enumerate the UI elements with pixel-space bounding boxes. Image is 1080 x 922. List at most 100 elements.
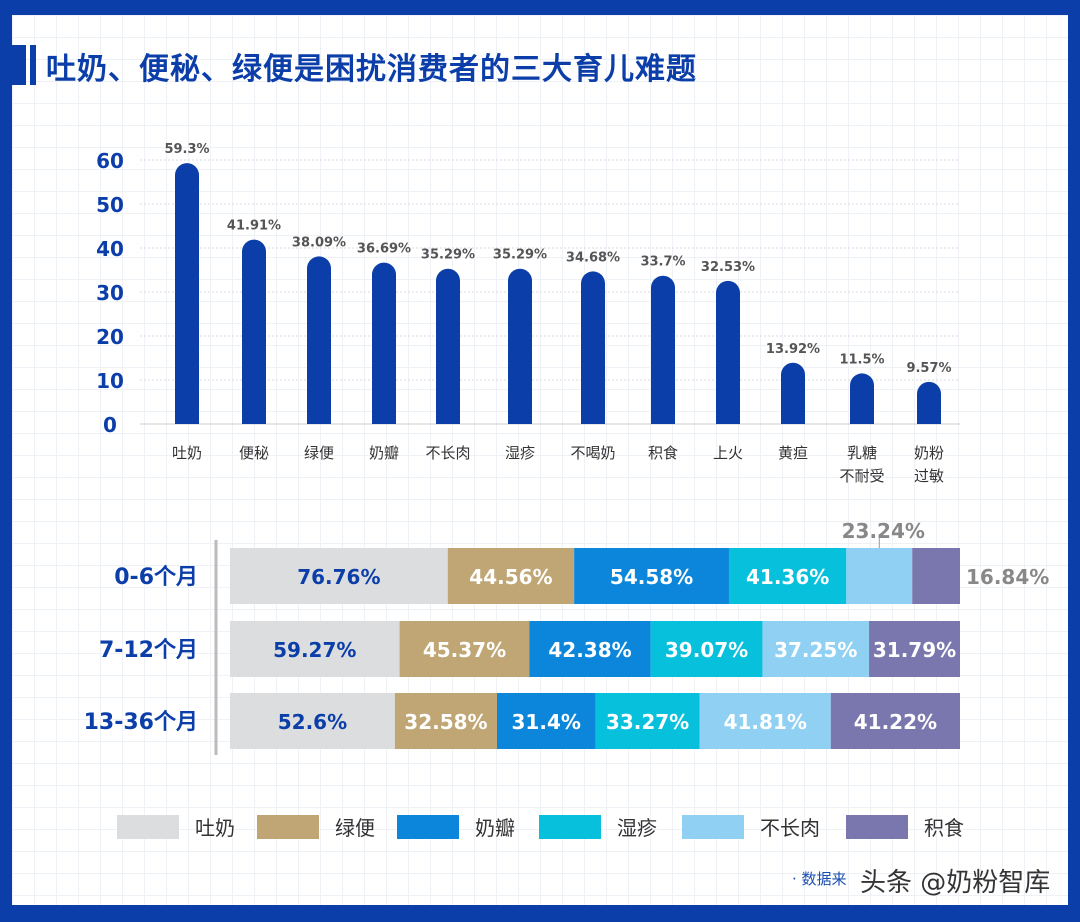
data-label: 37.25% [774, 638, 857, 662]
y-tick-label: 10 [96, 369, 124, 393]
x-tick-label: 绿便 [304, 444, 334, 462]
bar-segment [846, 548, 913, 604]
bar [917, 381, 941, 424]
data-label: 35.29% [421, 248, 475, 263]
x-tick-label: 奶粉 [914, 444, 944, 462]
bar [508, 268, 532, 424]
legend-item: 湿疹 [539, 812, 657, 841]
data-label: 35.29% [493, 248, 547, 263]
data-label: 32.58% [404, 710, 487, 734]
bar-segment [399, 621, 530, 677]
y-tick-label: 50 [96, 193, 124, 217]
bar [850, 373, 874, 424]
y-tick-label: 0 [103, 413, 117, 437]
data-label: 34.68% [566, 250, 620, 265]
data-label: 41.91% [227, 219, 281, 234]
data-label: 31.4% [512, 710, 581, 734]
data-label: 44.56% [469, 565, 552, 589]
bar-segment [394, 693, 498, 749]
data-label: 41.81% [724, 710, 807, 734]
legend-swatch [539, 814, 601, 839]
bar-segment [447, 548, 575, 604]
x-tick-label: 不耐受 [839, 467, 884, 485]
legend-item: 积食 [846, 812, 964, 841]
data-label: 59.27% [273, 638, 356, 662]
x-tick-label: 奶瓣 [369, 444, 399, 462]
page-title: 吐奶、便秘、绿便是困扰消费者的三大育儿难题 [46, 52, 697, 87]
bar-segment [728, 548, 847, 604]
bar-segment [699, 693, 831, 749]
y-tick-label: 20 [96, 325, 124, 349]
x-tick-label: 黄疸 [778, 444, 808, 462]
bar-segment [574, 548, 729, 604]
bar-segment [230, 693, 395, 749]
x-tick-label: 湿疹 [505, 444, 535, 462]
bar [716, 280, 740, 424]
bar [372, 262, 396, 424]
data-label: 45.37% [423, 638, 506, 662]
data-label: 41.36% [746, 565, 829, 589]
x-tick-label: 吐奶 [172, 444, 202, 462]
data-label: 76.76% [297, 565, 380, 589]
bar-segment [762, 621, 870, 677]
legend-item: 吐奶 [117, 812, 235, 841]
bar [651, 275, 675, 424]
y-tick-label: 60 [96, 149, 124, 173]
legend-label: 不长肉 [760, 816, 820, 840]
x-tick-label: 乳糖 [847, 444, 877, 462]
legend-label: 湿疹 [617, 816, 657, 840]
data-label: 13.92% [766, 342, 820, 357]
bar-segment [230, 548, 448, 604]
row-label: 0-6个月 [114, 565, 198, 590]
data-label: 54.58% [610, 565, 693, 589]
data-label: 32.53% [701, 260, 755, 275]
legend-swatch [682, 814, 744, 839]
x-tick-label: 上火 [713, 444, 743, 462]
data-label: 33.7% [640, 255, 685, 270]
watermark: 头条 @奶粉智库 [860, 868, 1051, 898]
x-tick-label: 积食 [648, 444, 678, 462]
source-note: · 数据来 [792, 870, 847, 888]
bar [242, 239, 266, 424]
row-label: 13-36个月 [84, 710, 198, 735]
data-label: 59.3% [164, 142, 209, 157]
data-label: 41.22% [854, 710, 937, 734]
title-accent-thin [30, 45, 36, 85]
bar-segment [529, 621, 651, 677]
legend-swatch [257, 814, 319, 839]
legend-label: 积食 [924, 816, 964, 840]
legend-item: 奶瓣 [397, 812, 515, 841]
bar [307, 256, 331, 424]
data-label: 9.57% [906, 361, 951, 376]
bar-segment [830, 693, 960, 749]
bar-segment [869, 621, 960, 677]
data-label: 33.27% [606, 710, 689, 734]
legend-label: 绿便 [335, 816, 375, 840]
legend-swatch [117, 814, 179, 839]
legend-item: 不长肉 [682, 812, 820, 841]
bar-segment [650, 621, 763, 677]
data-label: 16.84% [966, 565, 1049, 589]
bar [781, 362, 805, 424]
bar-segment [497, 693, 596, 749]
legend-label: 奶瓣 [475, 816, 515, 840]
data-label: 38.09% [292, 235, 346, 250]
row-label: 7-12个月 [99, 638, 198, 663]
data-label: 31.79% [873, 638, 956, 662]
bar [581, 271, 605, 424]
bar [436, 268, 460, 424]
title-accent [12, 45, 26, 85]
data-label: 42.38% [548, 638, 631, 662]
x-tick-label: 便秘 [239, 444, 269, 462]
data-label: 36.69% [357, 242, 411, 257]
x-tick-label: 不长肉 [425, 444, 470, 462]
legend-swatch [397, 814, 459, 839]
legend-label: 吐奶 [195, 816, 235, 840]
y-tick-label: 40 [96, 237, 124, 261]
data-label: 39.07% [665, 638, 748, 662]
data-label: 11.5% [839, 352, 884, 367]
x-tick-label: 过敏 [914, 467, 944, 485]
bar [175, 163, 199, 424]
data-label: 52.6% [278, 710, 347, 734]
